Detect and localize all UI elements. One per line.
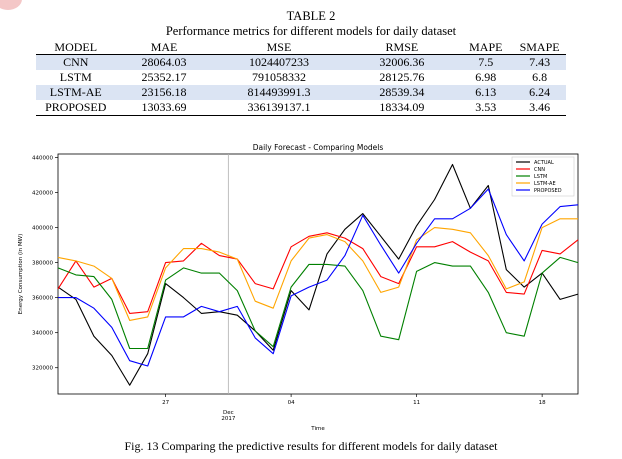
cell-smape: 7.43 [513,54,566,70]
series-line-lstm [57,256,579,350]
header-smape: SMAPE [513,40,566,55]
y-tick-label: 380000 [32,261,53,267]
series-line-proposed [58,188,579,367]
axis-layer: 320000 340000 360000 380000 400000 420000 4400… [32,156,546,422]
cell-model: CNN [36,54,116,70]
cell-mae: 25352.17 [141,70,187,84]
y-tick-label: 320000 [32,366,53,372]
chart-title: Daily Forecast - Comparing Models [253,143,384,152]
corner-decoration [0,0,22,10]
cell-mape: 6.98 [475,70,497,84]
y-tick-label: 400000 [32,226,53,232]
x-tick-label: 18 [539,400,546,406]
cell-rmse: 32006.36 [345,54,459,70]
x-year-label: 2017 [221,416,235,422]
cell-mape: 6.13 [458,85,514,100]
header-model: MODEL [36,40,116,55]
cell-mse: 814493991.3 [212,85,346,100]
cell-model: LSTM [59,70,92,84]
legend-label: LSTM-AE [534,181,556,187]
table-row: CNN 28064.03 1024407233 32006.36 7.5 7.4… [36,54,566,70]
cell-model: PROPOSED [36,100,116,116]
header-mse: MSE [212,40,346,55]
table-header-row: MODEL MAE MSE RMSE MAPE SMAPE [36,40,566,55]
cell-rmse: 28125.76 [379,70,425,84]
series-line-lstm-ae [57,218,578,321]
cell-mse: 1024407233 [212,54,346,70]
cell-mse: 791058332 [251,70,306,84]
y-tick-label: 340000 [32,331,53,337]
series-line-actual [57,163,579,386]
table-row: PROPOSED 13033.69 336139137.1 18334.09 3… [36,100,566,116]
cell-smape: 6.8 [532,70,548,84]
cell-rmse: 28539.34 [345,85,459,100]
cell-mape: 3.53 [458,100,514,116]
cell-rmse: 18334.09 [345,100,459,116]
cell-mae: 28064.03 [115,54,213,70]
y-axis-label: Energy Consumption (in MW) [18,234,24,314]
header-rmse: RMSE [345,40,459,55]
table-row: LSTM-AE 23156.18 814493991.3 28539.34 6.… [36,85,566,100]
legend-label: PROPOSED [534,188,562,194]
header-mape: MAPE [458,40,514,55]
cell-smape: 6.24 [513,85,566,100]
series-layer [57,163,579,386]
metrics-table: MODEL MAE MSE RMSE MAPE SMAPE CNN 28064.… [36,40,566,116]
x-tick-label: 27 [162,400,169,406]
figure-caption: Fig. 13 Comparing the predictive results… [124,439,498,453]
table-title: Performance metrics for different models… [165,24,457,38]
legend-label: CNN [534,167,545,173]
y-tick-label: 360000 [32,296,53,302]
line-chart: Daily Forecast - Comparing Models 320000… [18,143,579,432]
x-tick-label: 11 [413,400,420,406]
cell-mape: 7.5 [458,54,514,70]
plot-frame [57,153,579,395]
x-axis-label: Time [310,426,325,432]
cell-smape: 3.46 [513,100,566,116]
cell-model: LSTM-AE [36,85,116,100]
cell-mae: 13033.69 [115,100,213,116]
cell-mae: 23156.18 [115,85,213,100]
cell-mse: 336139137.1 [212,100,346,116]
series-line-cnn [57,232,579,314]
x-month-label: Dec [223,410,234,416]
table-row: LSTM 25352.17 791058332 28125.76 6.98 6.… [36,70,566,85]
x-tick-label: 04 [288,400,295,406]
y-tick-label: 440000 [32,156,53,162]
legend-label: ACTUAL [534,160,554,166]
y-tick-label: 420000 [32,191,53,197]
legend-label: LSTM [534,174,547,180]
table-label: TABLE 2 [286,9,336,23]
header-mae: MAE [115,40,213,55]
